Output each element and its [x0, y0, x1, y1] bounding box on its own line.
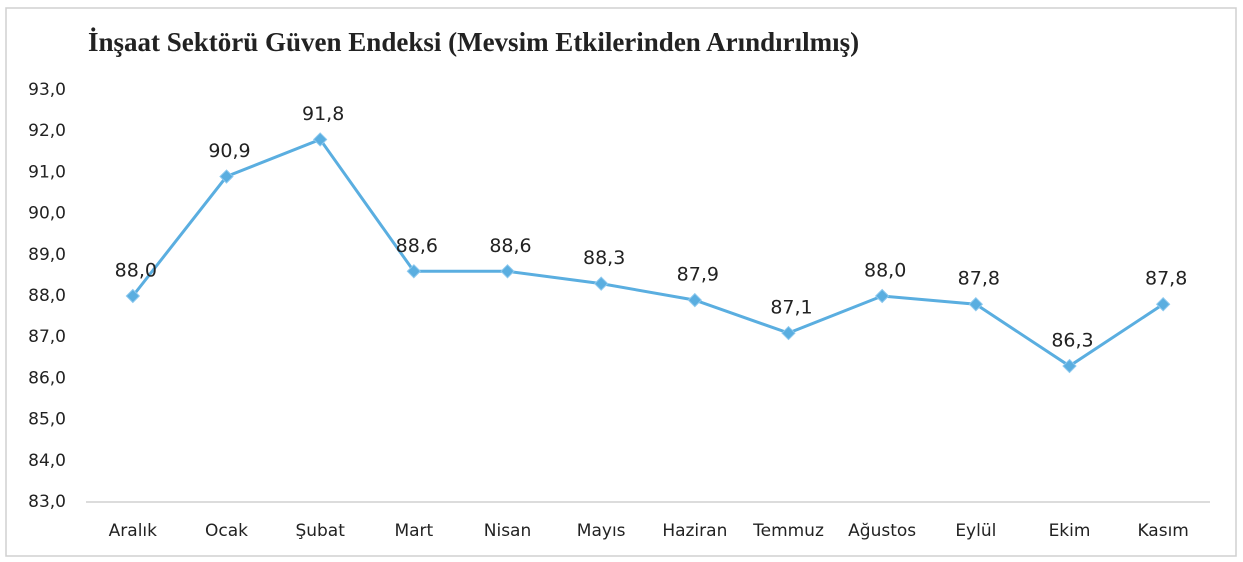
data-label: 87,1	[770, 297, 812, 319]
x-tick-label: Temmuz	[752, 521, 824, 541]
x-tick-label: Ocak	[205, 521, 248, 541]
data-point	[687, 292, 703, 308]
x-tick-label: Haziran	[662, 521, 727, 541]
data-point	[406, 264, 422, 279]
data-point	[312, 132, 328, 147]
series-line	[131, 137, 1164, 368]
data-point	[1155, 297, 1171, 312]
x-tick-label: Ağustos	[848, 521, 916, 541]
x-tick-label: Mart	[394, 521, 433, 541]
data-label: 91,8	[302, 103, 344, 125]
x-tick-label: Aralık	[109, 521, 157, 541]
y-tick-label: 92,0	[28, 121, 66, 141]
data-point	[219, 169, 234, 184]
y-tick-label: 89,0	[28, 245, 66, 265]
data-point	[781, 325, 796, 341]
y-tick-label: 84,0	[28, 451, 66, 471]
y-tick-label: 86,0	[28, 368, 66, 388]
data-point	[125, 288, 141, 304]
y-tick-label: 93,0	[28, 80, 66, 100]
x-tick-label: Ekim	[1049, 521, 1091, 541]
chart-border	[5, 7, 1237, 557]
data-point	[500, 264, 515, 279]
data-label: 87,8	[958, 268, 1000, 290]
y-tick-label: 83,0	[28, 492, 66, 512]
x-tick-label: Eylül	[955, 521, 996, 541]
y-tick-label: 91,0	[28, 162, 66, 182]
x-tick-label: Şubat	[295, 521, 345, 541]
data-point	[968, 297, 984, 312]
data-label: 88,0	[115, 260, 157, 282]
chart-title: İnşaat Sektörü Güven Endeksi (Mevsim Etk…	[88, 27, 859, 57]
x-tick-label: Kasım	[1137, 521, 1188, 541]
data-point	[1062, 358, 1077, 374]
data-label: 88,6	[489, 235, 531, 257]
y-tick-label: 90,0	[28, 204, 66, 224]
x-tick-label: Mayıs	[577, 521, 626, 541]
data-label: 88,0	[864, 260, 906, 282]
y-tick-label: 85,0	[28, 410, 66, 430]
data-label: 87,9	[677, 264, 719, 286]
y-tick-label: 87,0	[28, 327, 66, 347]
data-label: 86,3	[1051, 330, 1093, 352]
data-point	[874, 288, 890, 304]
data-label: 88,6	[396, 235, 438, 257]
data-point	[593, 276, 609, 291]
data-label: 90,9	[208, 140, 250, 162]
data-label: 87,8	[1145, 268, 1187, 290]
x-tick-label: Nisan	[484, 521, 532, 541]
data-label: 88,3	[583, 247, 625, 269]
y-tick-label: 88,0	[28, 286, 66, 306]
